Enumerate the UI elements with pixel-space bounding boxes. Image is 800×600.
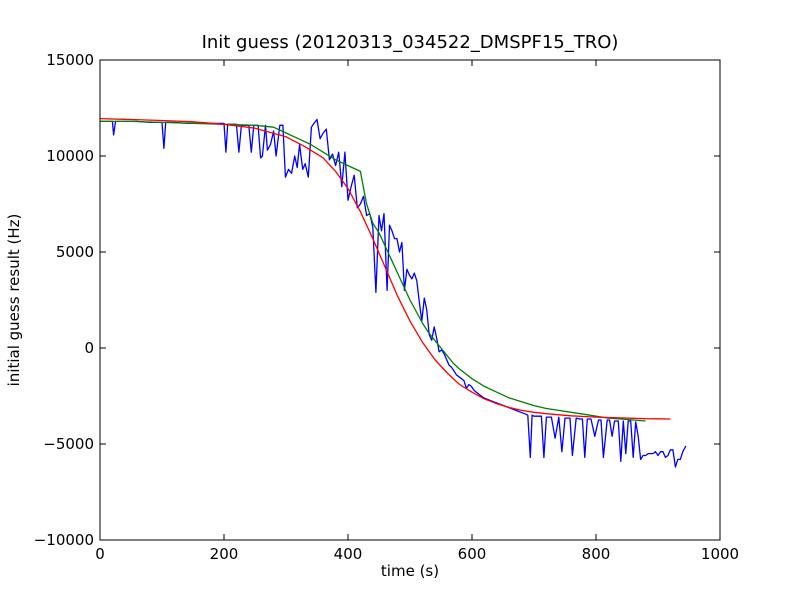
- y-tick-label: 15000: [46, 51, 94, 69]
- x-tick-label: 400: [334, 545, 363, 563]
- series-line-3: [99, 117, 671, 420]
- series-line-1: [100, 118, 687, 468]
- y-tick-label: −5000: [43, 435, 94, 453]
- x-tick-label: 600: [458, 545, 487, 563]
- x-tick-label: 0: [95, 545, 105, 563]
- y-tick-label: 0: [84, 339, 94, 357]
- plot-frame: [99, 59, 721, 541]
- y-tick-label: 5000: [56, 243, 94, 261]
- chart-title: Init guess (20120313_034522_DMSPF15_TRO): [202, 32, 619, 53]
- y-tick-label: −10000: [34, 531, 94, 549]
- ticks-layer: 0 200 400 600 800 1000 −10000 −5000 0 5000 10000 15…: [34, 51, 739, 563]
- series-line-2: [100, 120, 646, 422]
- x-tick-label: 800: [582, 545, 611, 563]
- y-axis-label: initial guess result (Hz): [5, 214, 23, 387]
- series-layer: [99, 117, 687, 468]
- x-tick-label: 200: [210, 545, 239, 563]
- y-tick-label: 10000: [46, 147, 94, 165]
- x-axis-label: time (s): [381, 562, 439, 580]
- x-tick-label: 1000: [701, 545, 739, 563]
